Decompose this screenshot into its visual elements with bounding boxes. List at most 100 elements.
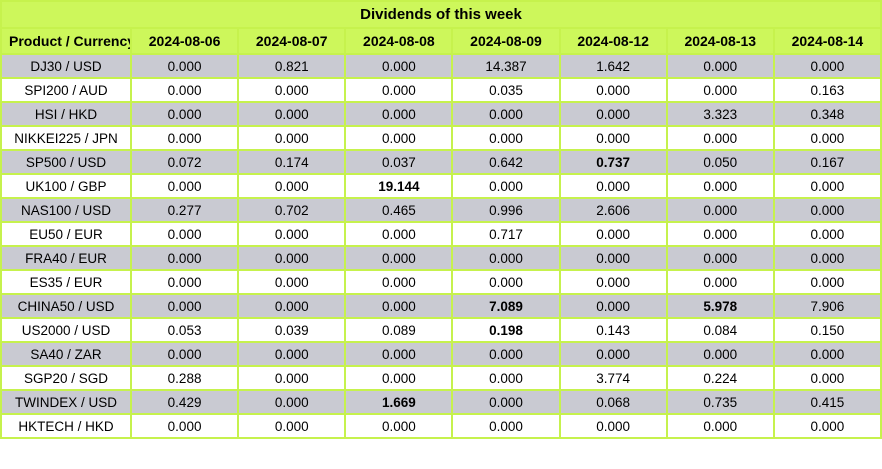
value-cell: 0.000 [129, 125, 240, 151]
value-cell: 0.000 [129, 221, 240, 247]
column-header-date: 2024-08-06 [129, 27, 240, 55]
product-cell: HSI / HKD [0, 101, 132, 127]
table-row: SGP20 / SGD 0.288 0.000 0.000 0.000 3.774 0.22… [0, 365, 882, 391]
table-row: HKTECH / HKD 0.000 0.000 0.000 0.000 0.000 0.0… [0, 413, 882, 439]
value-cell: 0.821 [237, 53, 347, 79]
value-cell: 0.000 [237, 101, 347, 127]
value-cell: 0.000 [451, 413, 561, 439]
value-cell: 0.000 [665, 245, 775, 271]
value-cell: 0.000 [237, 173, 347, 199]
column-header-date: 2024-08-08 [344, 27, 454, 55]
value-cell: 0.000 [772, 173, 882, 199]
value-cell: 0.000 [451, 173, 561, 199]
dividends-table: Dividends of this week Product / Currenc… [0, 0, 882, 439]
value-cell: 0.000 [129, 245, 240, 271]
value-cell: 0.000 [772, 413, 882, 439]
value-cell: 14.387 [451, 53, 561, 79]
value-cell: 0.000 [558, 413, 668, 439]
value-cell: 0.167 [772, 149, 882, 175]
value-cell: 0.000 [344, 53, 454, 79]
value-cell: 0.000 [344, 341, 454, 367]
product-cell: NAS100 / USD [0, 197, 132, 223]
value-cell: 0.000 [558, 293, 668, 319]
value-cell: 0.000 [237, 77, 347, 103]
value-cell: 3.774 [558, 365, 668, 391]
value-cell: 0.000 [129, 413, 240, 439]
column-header-date: 2024-08-12 [558, 27, 668, 55]
value-cell: 0.000 [237, 125, 347, 151]
product-cell: SGP20 / SGD [0, 365, 132, 391]
value-cell: 0.000 [772, 221, 882, 247]
value-cell: 0.000 [344, 269, 454, 295]
value-cell: 5.978 [665, 293, 775, 319]
value-cell: 0.642 [451, 149, 561, 175]
product-cell: TWINDEX / USD [0, 389, 132, 415]
product-cell: EU50 / EUR [0, 221, 132, 247]
column-header-date: 2024-08-09 [451, 27, 561, 55]
value-cell: 0.000 [129, 341, 240, 367]
value-cell: 0.224 [665, 365, 775, 391]
value-cell: 0.000 [237, 341, 347, 367]
table-row: HSI / HKD 0.000 0.000 0.000 0.000 0.000 3.323 0… [0, 101, 882, 127]
value-cell: 0.000 [665, 77, 775, 103]
value-cell: 0.000 [451, 125, 561, 151]
product-cell: US2000 / USD [0, 317, 132, 343]
value-cell: 0.000 [558, 125, 668, 151]
column-header-date: 2024-08-14 [772, 27, 882, 55]
value-cell: 0.000 [558, 245, 668, 271]
title-row: Dividends of this week [0, 0, 882, 29]
value-cell: 0.277 [129, 197, 240, 223]
value-cell: 0.000 [344, 245, 454, 271]
value-cell: 0.000 [344, 221, 454, 247]
value-cell: 0.000 [451, 389, 561, 415]
value-cell: 0.000 [665, 197, 775, 223]
value-cell: 1.669 [344, 389, 454, 415]
value-cell: 0.174 [237, 149, 347, 175]
value-cell: 0.465 [344, 197, 454, 223]
value-cell: 0.702 [237, 197, 347, 223]
product-cell: DJ30 / USD [0, 53, 132, 79]
value-cell: 0.000 [237, 293, 347, 319]
value-cell: 0.000 [237, 365, 347, 391]
value-cell: 0.000 [558, 77, 668, 103]
table-row: SP500 / USD 0.072 0.174 0.037 0.642 0.737 0.05… [0, 149, 882, 175]
value-cell: 0.000 [558, 341, 668, 367]
value-cell: 0.037 [344, 149, 454, 175]
value-cell: 0.050 [665, 149, 775, 175]
value-cell: 0.000 [237, 245, 347, 271]
value-cell: 0.039 [237, 317, 347, 343]
value-cell: 0.000 [129, 293, 240, 319]
value-cell: 0.068 [558, 389, 668, 415]
value-cell: 0.000 [451, 341, 561, 367]
value-cell: 0.000 [772, 125, 882, 151]
value-cell: 0.000 [772, 365, 882, 391]
value-cell: 0.717 [451, 221, 561, 247]
value-cell: 0.000 [344, 125, 454, 151]
value-cell: 0.053 [129, 317, 240, 343]
value-cell: 0.735 [665, 389, 775, 415]
value-cell: 0.000 [237, 413, 347, 439]
value-cell: 0.000 [558, 101, 668, 127]
value-cell: 0.000 [772, 53, 882, 79]
value-cell: 0.000 [772, 245, 882, 271]
value-cell: 0.000 [772, 197, 882, 223]
column-header-row: Product / Currency 2024-08-06 2024-08-07 20… [0, 27, 882, 55]
page-title: Dividends of this week [0, 0, 882, 29]
product-cell: UK100 / GBP [0, 173, 132, 199]
value-cell: 0.000 [558, 269, 668, 295]
value-cell: 0.000 [665, 269, 775, 295]
value-cell: 7.089 [451, 293, 561, 319]
table-row: CHINA50 / USD 0.000 0.000 0.000 7.089 0.000 5.… [0, 293, 882, 319]
value-cell: 2.606 [558, 197, 668, 223]
value-cell: 0.000 [237, 389, 347, 415]
product-cell: ES35 / EUR [0, 269, 132, 295]
value-cell: 0.000 [451, 365, 561, 391]
value-cell: 0.000 [665, 53, 775, 79]
value-cell: 0.000 [665, 221, 775, 247]
value-cell: 0.000 [129, 53, 240, 79]
product-cell: NIKKEI225 / JPN [0, 125, 132, 151]
table-row: US2000 / USD 0.053 0.039 0.089 0.198 0.143 0.0… [0, 317, 882, 343]
value-cell: 0.429 [129, 389, 240, 415]
value-cell: 0.084 [665, 317, 775, 343]
value-cell: 3.323 [665, 101, 775, 127]
